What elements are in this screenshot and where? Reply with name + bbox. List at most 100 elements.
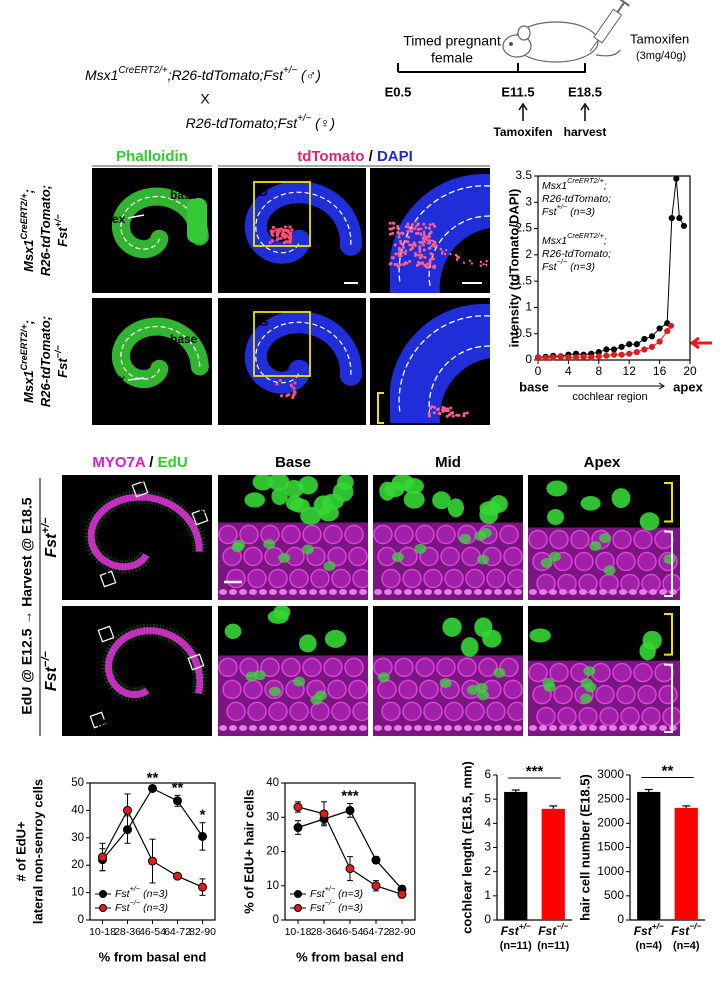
base-label: base: [180, 479, 208, 493]
pillar-cell: [659, 725, 667, 731]
data-point: [345, 864, 355, 874]
tdtomato-cell: [292, 386, 296, 391]
data-point: [618, 351, 625, 358]
region-bracket: [664, 482, 673, 523]
apex-arrow: [127, 377, 145, 381]
pillar-cell: [609, 725, 617, 731]
cross-male-part: +/−: [283, 65, 297, 76]
data-point: [98, 852, 107, 862]
tdtomato-cell: [443, 252, 447, 256]
base-label: base: [172, 610, 200, 624]
legend-entry: R26-tdTomato;: [542, 248, 611, 260]
hair-cell: [348, 679, 368, 700]
row-label-group: Fst+/−: [53, 213, 70, 246]
legend-entry-part: +/−: [130, 884, 141, 893]
pillar-cell: [269, 589, 277, 595]
hair-cell: [536, 706, 556, 727]
edu-zoom: [528, 606, 680, 736]
edu-nucleus: [252, 475, 274, 491]
hair-cell: [440, 546, 460, 567]
hair-cell: [528, 662, 548, 683]
legend-entry-part: (n=3): [335, 888, 363, 900]
hair-cell: [436, 524, 456, 545]
cochlea-edu: [101, 623, 207, 702]
tdtomato-cell: [422, 230, 426, 233]
apex-label: apex: [98, 212, 126, 226]
data-point: [656, 325, 663, 332]
data-point: [610, 346, 618, 353]
pillar-cell: [349, 725, 357, 731]
hair-cell: [243, 679, 263, 700]
legend-entry-part: Fst: [310, 902, 326, 914]
edu-nucleus: [442, 617, 462, 637]
tdtomato-cell: [283, 225, 287, 229]
row-label: R26-tdTomato;: [38, 316, 53, 407]
hair-cell: [247, 568, 267, 589]
tdtomato-cell: [428, 235, 431, 239]
region-box: [99, 570, 117, 588]
edu-nucleus: [403, 490, 425, 509]
data-point: [550, 354, 557, 361]
legend-entry-part: ;: [604, 235, 607, 247]
row-label-part: Fst: [55, 358, 70, 378]
tdtomato-cell: [388, 227, 392, 231]
edu-nucleus: [603, 565, 616, 576]
inset-box: [253, 181, 311, 247]
stain-header-part: Phalloidin: [116, 148, 188, 165]
pillar-cell: [339, 725, 347, 731]
tdtomato-cell: [268, 240, 272, 245]
pillar-cell: [424, 725, 432, 731]
tdtomato-cell: [422, 248, 426, 252]
edu-nucleus: [493, 667, 506, 678]
x-tick-label: 16: [653, 364, 667, 378]
tdtomato-cell: [430, 244, 433, 248]
data-point: [293, 823, 303, 833]
legend-entry-part: CreERT2/+: [567, 231, 605, 240]
hair-cell: [394, 524, 414, 545]
tdtomato-cell: [457, 413, 461, 417]
legend-entry-part: (n=3): [335, 902, 363, 914]
tdtomato-cell: [291, 395, 295, 400]
pillar-cell: [559, 725, 567, 731]
tdtomato-cell: [419, 241, 423, 245]
tdtomato-cell: [425, 235, 429, 239]
hair-cell: [218, 524, 238, 545]
tdtomato-cell: [431, 222, 435, 226]
data-point: [319, 809, 329, 819]
age-label: E18.5: [172, 577, 206, 592]
edu-nucleus: [639, 512, 660, 531]
pillar-cell: [394, 589, 402, 595]
tdtomato-cell: [402, 262, 406, 266]
mouse-eye: [508, 41, 514, 47]
genotype-label: Fst+/−: [40, 517, 60, 558]
row-label-part: +/−: [53, 213, 63, 227]
tdtomato-image: G: [218, 298, 366, 425]
pillar-cell: [649, 725, 657, 731]
data-point: [345, 805, 355, 815]
row-label: Msx1CreERT2/+;: [19, 320, 36, 403]
pillar-cell: [484, 589, 492, 595]
hair-cell: [637, 551, 657, 572]
row-label: Fst+/−: [53, 213, 70, 246]
pillar-cell: [629, 725, 637, 731]
apex-label: apex: [100, 539, 128, 553]
data-point: [626, 341, 633, 348]
tdtomato-cell: [427, 226, 431, 230]
y-tick-label: 20: [266, 846, 279, 858]
pillar-cell: [569, 725, 577, 731]
data-point: [123, 805, 132, 815]
tdtomato-cell: [399, 263, 403, 267]
edu-nucleus: [268, 686, 281, 697]
hair-cell: [394, 657, 414, 678]
tdtomato-cell: [288, 240, 292, 244]
tdtomato-cell: [444, 409, 448, 413]
significance-label: *: [200, 807, 206, 824]
region-box: [191, 508, 209, 526]
tdtomato-cell: [426, 239, 429, 242]
y-tick-label: 5: [484, 791, 491, 805]
legend-entry-part: Fst: [542, 261, 558, 273]
hair-cell: [226, 701, 246, 722]
y-tick-label: 20: [71, 859, 84, 871]
tdtomato-cell: [427, 246, 431, 250]
legend-entry-part: −/−: [130, 898, 141, 907]
